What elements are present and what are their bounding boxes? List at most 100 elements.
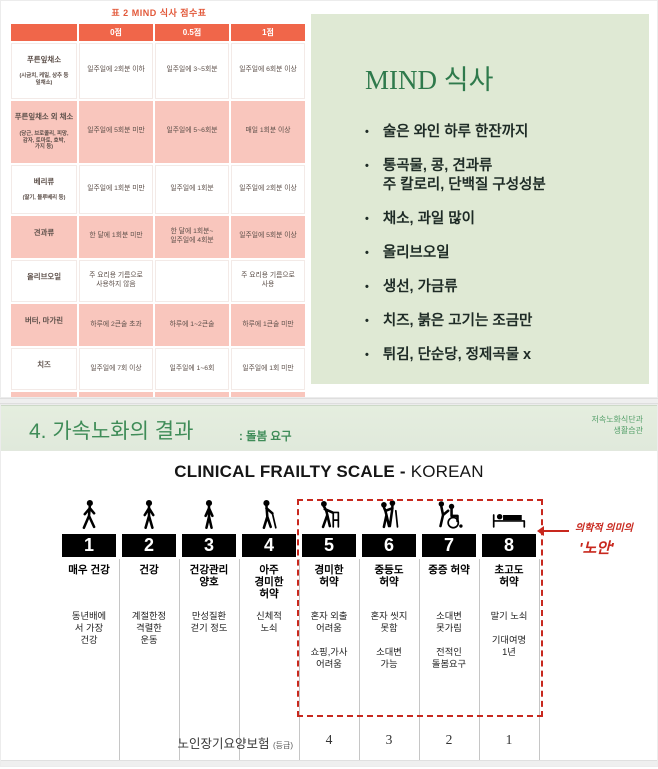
- score-1-cell: 하루에 1큰술 미만: [231, 304, 305, 347]
- food-category-cell: 통곡물: [11, 392, 77, 397]
- person-in-bed-icon: [489, 497, 529, 534]
- bullet-item: • 통곡물, 콩, 견과류 주 칼로리, 단백질 구성성분: [365, 157, 629, 195]
- score-05-cell: 하루에 1~2큰술: [155, 304, 229, 347]
- frailty-label: 매우 건강: [68, 564, 110, 576]
- insurance-grade-row: 노인장기요양보험 (등급) 4 3 2 1: [59, 725, 539, 761]
- chart-title-light: KOREAN: [405, 462, 484, 481]
- frailty-column-7: 7 중증 허약 소대변 못가림 전적인 돌봄요구: [419, 497, 479, 670]
- score-0-cell: 하루에 1회분 미만: [79, 392, 153, 397]
- wheelchair-person-icon: [431, 497, 467, 534]
- score-0-cell: 일주일에 1회분 미만: [79, 164, 153, 214]
- frailty-label: 건강관리 양호: [189, 564, 229, 589]
- frailty-number: 8: [482, 534, 536, 557]
- bullet-item: • 채소, 과일 많이: [365, 210, 629, 229]
- header-0-points: 0점: [79, 24, 153, 41]
- bullet-text: 술은 와인 하루 한잔까지: [382, 124, 529, 140]
- frailty-number: 4: [242, 534, 296, 557]
- slide-subtitle: : 돌봄 요구: [239, 431, 292, 443]
- column-divider: [299, 559, 300, 762]
- bullet-item: • 튀김, 단순당, 정제곡물 x: [365, 346, 629, 365]
- food-name: 베리류: [33, 176, 55, 186]
- bullet-dot-icon: •: [365, 212, 369, 225]
- table-body: 푸른잎채소 (시금치, 케일, 상추 등 잎채소) 일주일에 2회분 이하 일주…: [11, 43, 305, 397]
- food-category-cell: 버터, 마가린: [11, 304, 77, 347]
- frailty-label: 아주 경미한 허약: [254, 564, 284, 601]
- frailty-number: 1: [62, 534, 116, 557]
- frailty-number: 6: [362, 534, 416, 557]
- table-title: 표 2 MIND 식사 점수표: [111, 8, 207, 18]
- frailty-column-2: 2 건강 계절한정 격렬한 운동: [119, 497, 179, 670]
- frailty-label: 건강: [139, 564, 159, 576]
- grade-value: 3: [385, 732, 393, 747]
- column-divider: [359, 559, 360, 762]
- score-05-cell: 일주일에 3~5회분: [155, 43, 229, 99]
- score-1-cell: 일주일에 1회 미만: [231, 348, 305, 391]
- food-category-cell: 베리류 (딸기, 블루베리 등): [11, 164, 77, 214]
- score-1-cell: 일주일에 6회분 이상: [231, 43, 305, 99]
- score-1-cell: 일주일에 2회분 이상: [231, 164, 305, 214]
- score-1-cell: 매일 3회분 이상: [231, 392, 305, 397]
- frailty-label: 중증 허약: [428, 564, 470, 576]
- bullet-text: 튀김, 단순당, 정제곡물 x: [382, 346, 532, 363]
- column-divider: [179, 559, 180, 762]
- table-row: 버터, 마가린 하루에 2큰술 초과 하루에 1~2큰술 하루에 1큰술 미만: [11, 304, 305, 347]
- person-with-walker-icon: [312, 497, 346, 534]
- bullet-item: • 생선, 가금류: [365, 278, 629, 297]
- frailty-description: 신체적 노쇠: [256, 611, 282, 634]
- person-with-cane-icon: [252, 497, 286, 534]
- insurance-label-unit: (등급): [272, 741, 293, 750]
- grade-value: 2: [445, 732, 453, 747]
- standing-person-icon: [132, 497, 166, 534]
- food-name: 견과류: [33, 227, 55, 237]
- column-divider: [539, 559, 540, 762]
- food-category-cell: 푸른잎채소 외 채소 (당근, 브로콜리, 피망, 감자, 토마토, 호박, 가…: [11, 100, 77, 163]
- score-0-cell: 일주일에 5회분 미만: [79, 100, 153, 163]
- chart-title-bold: CLINICAL FRAILTY SCALE -: [174, 462, 406, 481]
- food-examples: (딸기, 블루베리 등): [22, 195, 66, 202]
- header-1-point: 1점: [231, 24, 305, 41]
- food-examples: (당근, 브로콜리, 피망, 감자, 토마토, 호박, 가지 등): [19, 130, 69, 151]
- food-name: 푸른잎채소: [27, 54, 61, 64]
- grade-value: 4: [325, 732, 333, 747]
- score-0-cell: 일주일에 2회분 이하: [79, 43, 153, 99]
- grade-value: 1: [505, 732, 513, 747]
- food-category-cell: 올리브오일: [11, 259, 77, 303]
- slide-title: 4. 가속노화의 결과: [29, 420, 194, 443]
- medical-frailty-highlight-box: [297, 499, 543, 717]
- bullet-text: 생선, 가금류: [382, 278, 458, 295]
- frailty-scale-diagram: 1 매우 건강 동년배에 서 가장 건강 2 건강 계절한정 격렬한 운동: [59, 497, 633, 766]
- bullet-dot-icon: •: [365, 160, 369, 172]
- frailty-column-6: 6 중등도 허약 혼자 씻지 못함 소대변 가능: [359, 497, 419, 670]
- frailty-description: 혼자 외출 어려움 쇼핑,가사 어려움: [310, 611, 348, 670]
- corner-watermark: 저속노화식단과 생활습관: [591, 415, 643, 436]
- frailty-description: 만성질환 걷기 정도: [190, 611, 228, 634]
- table-row: 푸른잎채소 외 채소 (당근, 브로콜리, 피망, 감자, 토마토, 호박, 가…: [11, 100, 305, 163]
- walking-person-icon: [72, 497, 106, 534]
- assisted-person-icon: [372, 497, 406, 534]
- annotation-line2: '노안': [579, 540, 614, 557]
- header-05-points: 0.5점: [155, 24, 229, 41]
- score-05-cell: 일주일에 5~6회분: [155, 100, 229, 163]
- table-header: 0점 0.5점 1점: [11, 24, 305, 41]
- score-1-cell: 매일 1회분 이상: [231, 100, 305, 163]
- score-05-cell: 하루에 1~2회분: [155, 392, 229, 397]
- insurance-label: 노인장기요양보험 (등급): [59, 733, 293, 752]
- annotation-line1: 의학적 의미의: [575, 523, 633, 534]
- table-row: 베리류 (딸기, 블루베리 등) 일주일에 1회분 미만 일주일에 1회분 일주…: [11, 164, 305, 214]
- standing-person-icon: [192, 497, 226, 534]
- bullet-item: • 올리브오일: [365, 244, 629, 263]
- score-0-cell: 주 요리용 기름으로 사용하지 않음: [79, 259, 153, 303]
- bottom-margin-strip: [1, 760, 657, 766]
- column-divider: [119, 559, 120, 762]
- bullet-text: 채소, 과일 많이: [382, 210, 475, 227]
- chart-title: CLINICAL FRAILTY SCALE - KOREAN: [1, 462, 657, 482]
- frailty-description: 말기 노쇠 기대여명 1년: [490, 611, 528, 658]
- score-05-cell: 일주일에 1회분: [155, 164, 229, 214]
- table-row: 통곡물 하루에 1회분 미만 하루에 1~2회분 매일 3회분 이상: [11, 392, 305, 397]
- frailty-column-3: 3 건강관리 양호 만성질환 걷기 정도: [179, 497, 239, 670]
- frailty-column-8: 8 초고도 허약 말기 노쇠 기대여명 1년: [479, 497, 539, 670]
- food-name: 올리브오일: [27, 271, 61, 281]
- bullet-text: 치즈, 붉은 고기는 조금만: [382, 312, 533, 329]
- frailty-column-5: 5 경미한 허약 혼자 외출 어려움 쇼핑,가사 어려움: [299, 497, 359, 670]
